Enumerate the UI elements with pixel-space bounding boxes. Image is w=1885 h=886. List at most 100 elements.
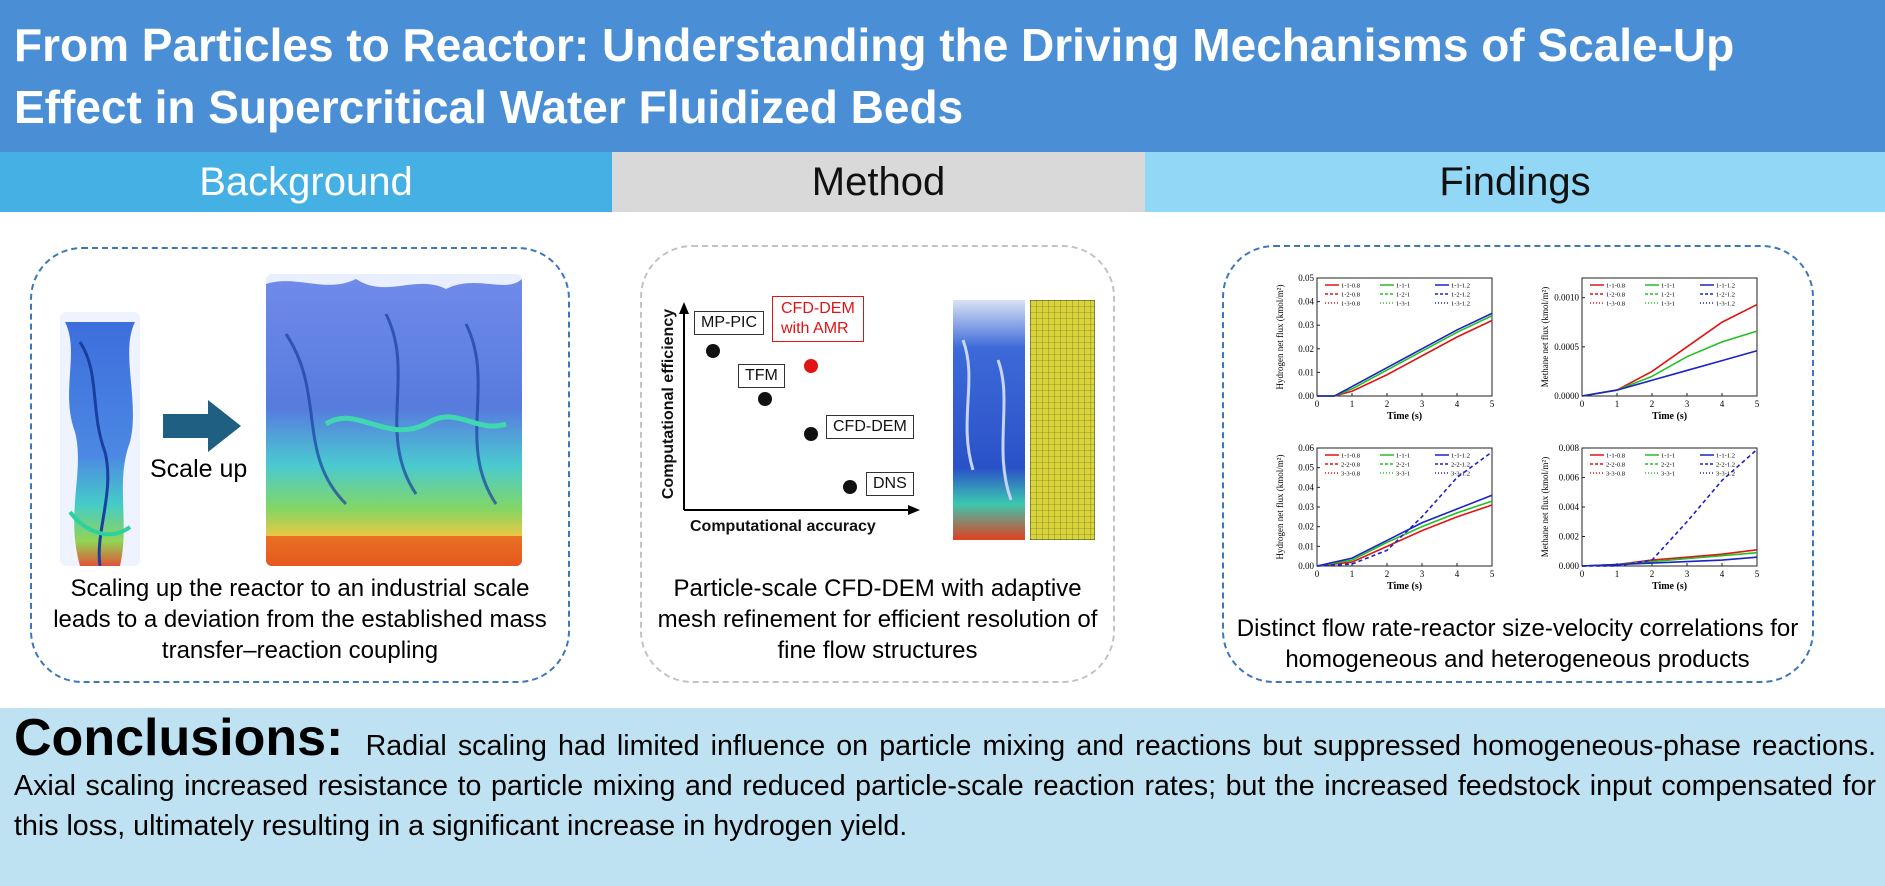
x-tick-label: 4 [1455,569,1460,579]
series-1-1-1.2 [1317,312,1493,397]
legend-label: 1-1-0.8 [1606,283,1625,290]
method-caption: Particle-scale CFD-DEM with adaptive mes… [657,575,1098,664]
method-header: Method [612,152,1145,212]
point-tfm [758,392,772,406]
amr-label-line1: CFD-DEM [781,300,855,317]
y-tick-label: 0.03 [1298,502,1314,512]
y-axis-label: Hydrogen net flux (kmol/m²) [1275,285,1285,390]
conclusions-text: Radial scaling had limited influence on … [14,730,1877,842]
x-tick-label: 1 [1350,569,1355,579]
y-tick-label: 0.008 [1559,443,1580,453]
legend-label: 3-3-1.2 [1716,471,1735,478]
y-tick-label: 0.04 [1298,297,1314,307]
chart-frame [1316,277,1493,397]
legend-label: 1-3-0.8 [1341,301,1360,308]
y-axis-label: Computational efficiency [660,308,678,500]
x-axis-label: Time (s) [1387,411,1422,422]
findings-header: Findings [1145,152,1885,212]
series-1-1-0.8 [1316,504,1493,567]
x-axis-label: Time (s) [1652,411,1687,422]
y-tick-label: 0.0010 [1554,293,1579,303]
legend-label: 1-2-1 [1396,292,1410,299]
y-tick-label: 0.01 [1298,541,1314,551]
x-tick-label: 3 [1420,399,1425,409]
legend-label: 1-2-1.2 [1451,292,1470,299]
x-tick-label: 1 [1615,399,1620,409]
legend-label: 3-3-1 [1661,471,1675,478]
x-tick-label: 3 [1685,569,1690,579]
conclusions-box [0,708,1885,886]
chart-1: 0.00 0.01 0.02 0.03 0.04 0.05 0 1 2 3 4 5 Time (s) Hy… [1275,273,1495,422]
legend-label: 1-1-1.2 [1451,453,1470,460]
legend-label: 1-2-1.2 [1716,292,1735,299]
label-tfm: TFM [738,364,785,388]
legend-label: 1-2-0.8 [1341,292,1360,299]
point-cfd-dem [804,427,818,441]
series-3-3-0.8 [1582,448,1758,567]
legend-label: 1-1-1 [1396,453,1410,460]
x-tick-label: 0 [1580,399,1585,409]
series-1-1-1.2 [1581,556,1758,567]
chart-3: 0.00 0.01 0.02 0.03 0.04 0.05 0.06 0 1 2 3 4 5 Time (… [1275,443,1495,592]
y-tick-label: 0.004 [1559,502,1580,512]
method-scatter-chart [679,302,920,515]
y-tick-label: 0.05 [1298,463,1314,473]
x-axis-label: Computational accuracy [690,518,876,535]
x-tick-label: 3 [1420,569,1425,579]
y-tick-label: 0.0005 [1554,342,1579,352]
method-panel [640,245,1115,683]
y-tick-label: 0.02 [1298,522,1314,532]
legend-label: 1-1-1.2 [1451,283,1470,290]
legend-label: 1-1-0.8 [1606,453,1625,460]
background-panel [30,247,570,683]
findings-panel [1222,245,1814,683]
x-tick-label: 3 [1685,399,1690,409]
y-axis-label: Methane net flux (kmol/m²) [1540,457,1550,557]
y-tick-label: 0.00 [1298,391,1314,401]
x-tick-label: 4 [1455,399,1460,409]
x-tick-label: 4 [1720,569,1725,579]
conclusions-paragraph: Conclusions: Radial scaling had limited … [14,712,1877,846]
scale-up-label: Scale up [150,455,248,483]
x-tick-label: 0 [1315,569,1320,579]
x-tick-label: 5 [1755,399,1760,409]
y-tick-label: 0.0000 [1554,391,1579,401]
scale-up-arrow-icon [163,400,241,452]
legend-label: 1-3-1 [1661,301,1675,308]
legend-label: 1-1-1 [1661,283,1675,290]
legend-label: 1-3-1.2 [1451,301,1470,308]
legend-label: 1-3-1.2 [1716,301,1735,308]
y-tick-label: 0.02 [1298,344,1314,354]
background-caption: Scaling up the reactor to an industrial … [53,575,547,664]
cfd-dem-snapshot-image [953,300,1025,540]
y-tick-label: 0.04 [1298,482,1314,492]
findings-caption: Distinct flow rate-reactor size-velocity… [1236,615,1799,673]
legend-label: 1-1-0.8 [1341,453,1360,460]
point-mp-pic [706,344,720,358]
chart-frame [1581,447,1758,567]
chart-4: 0.000 0.002 0.004 0.006 0.008 0 1 2 3 4 5 Time (s) M… [1540,443,1760,592]
amr-label-line2: with AMR [781,320,849,337]
page-title: From Particles to Reactor: Understanding… [14,19,1735,133]
large-reactor-image [266,274,522,566]
legend-label: 1-1-1.2 [1716,453,1735,460]
legend-label: 1-1-1 [1396,283,1410,290]
legend-label: 3-3-1 [1396,471,1410,478]
legend-label: 3-3-0.8 [1606,471,1625,478]
amr-mesh-image [1030,300,1095,540]
x-tick-label: 2 [1385,399,1390,409]
y-axis-label: Hydrogen net flux (kmol/m²) [1275,455,1285,560]
label-cfd-dem-amr: CFD-DEM with AMR [772,296,864,342]
x-tick-label: 0 [1580,569,1585,579]
x-tick-label: 1 [1615,569,1620,579]
y-tick-label: 0.000 [1559,561,1580,571]
legend-label: 2-2-1 [1661,462,1675,469]
x-axis-label: Time (s) [1652,581,1687,592]
y-axis-label: Methane net flux (kmol/m²) [1540,287,1550,387]
background-header: Background [0,152,612,212]
legend-label: 2-2-0.8 [1606,462,1625,469]
x-axis-arrow-icon [908,505,920,515]
legend-label: 1-2-0.8 [1606,292,1625,299]
legend-label: 2-2-1.2 [1451,462,1470,469]
findings-charts: 0.00 0.01 0.02 0.03 0.04 0.05 0 1 2 3 4 5 Time (s) Hy… [1275,273,1760,592]
